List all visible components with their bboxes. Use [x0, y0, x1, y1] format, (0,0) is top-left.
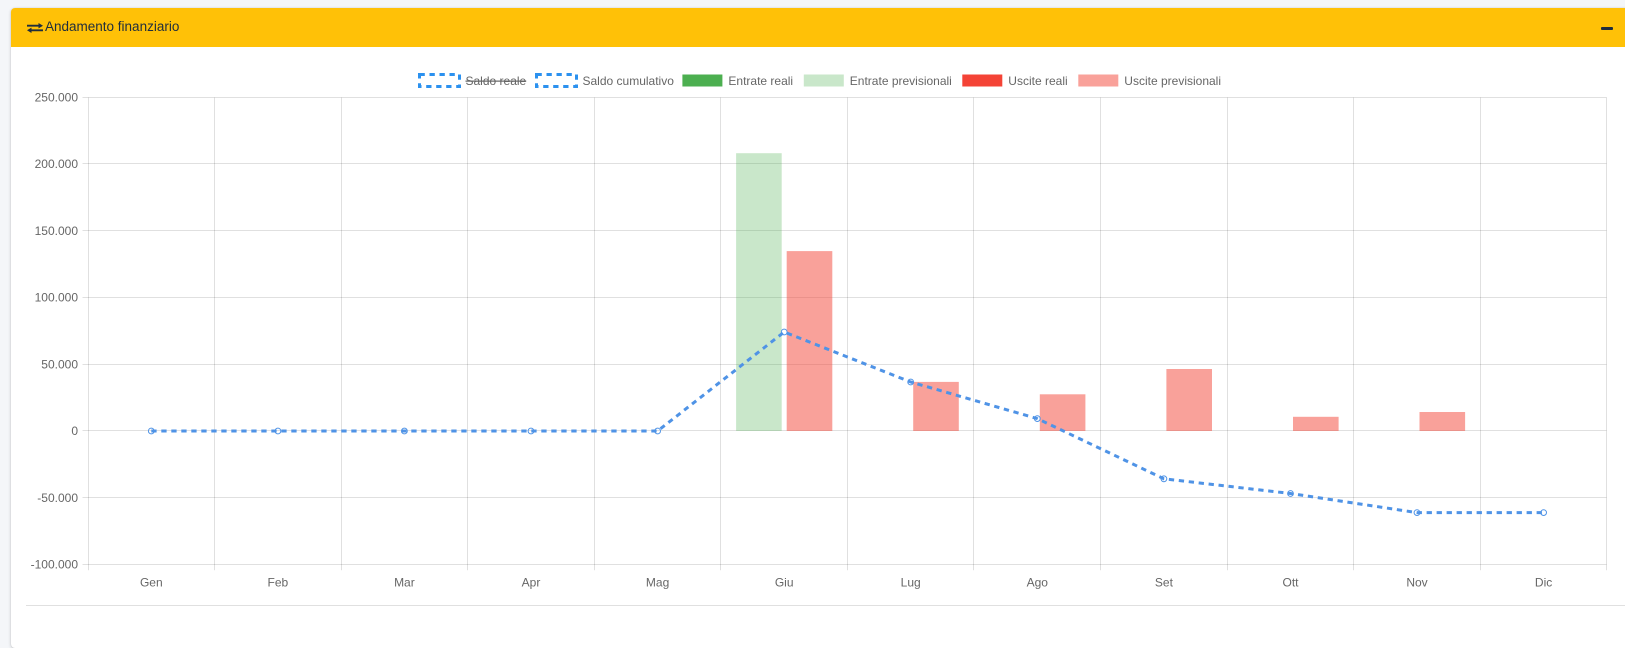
svg-text:Saldo cumulativo: Saldo cumulativo [583, 74, 675, 88]
svg-text:Gen: Gen [140, 575, 163, 589]
svg-text:250.000: 250.000 [35, 90, 79, 104]
svg-text:Apr: Apr [522, 575, 541, 589]
svg-text:Uscite reali: Uscite reali [1008, 74, 1067, 88]
svg-text:Ott: Ott [1282, 575, 1299, 589]
svg-text:Saldo reale: Saldo reale [466, 74, 527, 88]
svg-text:Uscite previsionali: Uscite previsionali [1124, 74, 1221, 88]
svg-text:Nov: Nov [1406, 575, 1427, 589]
svg-text:Ago: Ago [1027, 575, 1049, 589]
svg-text:Mag: Mag [646, 575, 669, 589]
svg-text:Entrate reali: Entrate reali [728, 74, 793, 88]
svg-text:Lug: Lug [901, 575, 921, 589]
svg-text:Dic: Dic [1535, 575, 1552, 589]
svg-text:Giu: Giu [775, 575, 794, 589]
svg-text:200.000: 200.000 [35, 157, 79, 171]
svg-text:150.000: 150.000 [35, 224, 79, 238]
svg-text:Set: Set [1155, 575, 1174, 589]
svg-text:-100.000: -100.000 [31, 558, 79, 572]
svg-text:100.000: 100.000 [35, 291, 79, 305]
svg-text:-50.000: -50.000 [37, 491, 78, 505]
svg-text:Mar: Mar [394, 575, 415, 589]
svg-text:Entrate previsionali: Entrate previsionali [850, 74, 952, 88]
svg-text:Feb: Feb [268, 575, 289, 589]
svg-text:0: 0 [71, 424, 78, 438]
svg-text:50.000: 50.000 [41, 357, 78, 371]
